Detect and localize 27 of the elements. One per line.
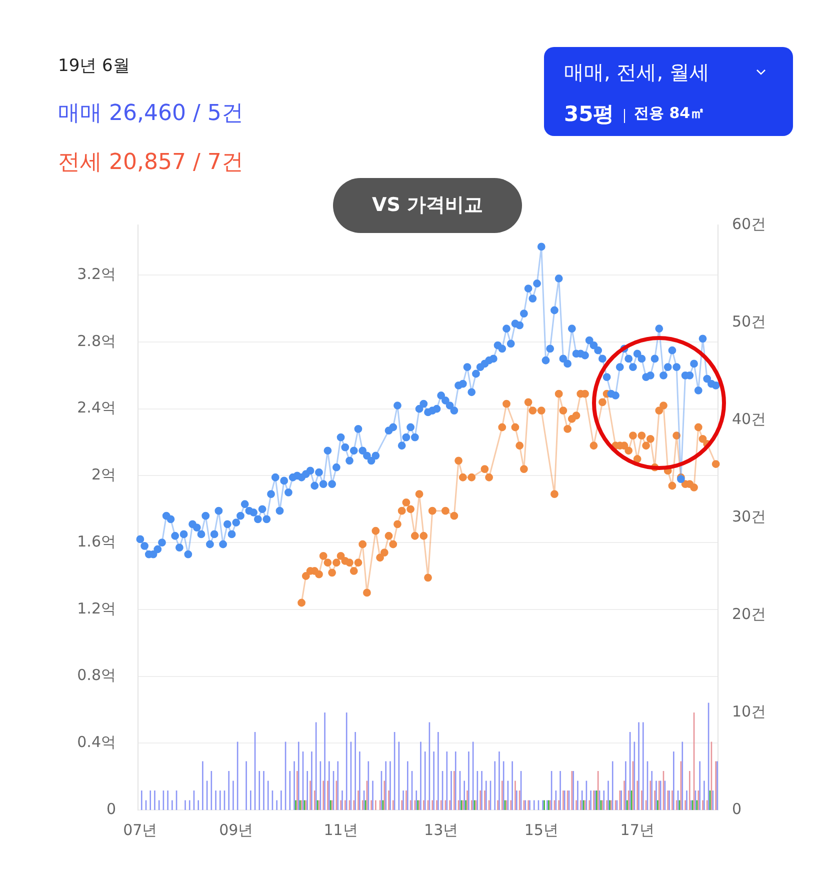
x-tick-label: 07년	[123, 820, 158, 839]
y-tick-label: 2.4억	[77, 398, 116, 417]
y2-tick-label: 20건	[732, 604, 766, 623]
y-tick-label: 2.8억	[77, 332, 116, 350]
dropdown-button[interactable]: 매매, 전세, 월세 35평 전용 84㎡	[544, 47, 793, 136]
text: 매매 26,460 / 5건	[58, 100, 244, 128]
y2-tick-label: 0	[732, 800, 742, 818]
y-tick-label: 1.6억	[77, 532, 116, 550]
y2-tick-label: 10건	[732, 702, 766, 720]
y2-tick-label: 40건	[732, 410, 766, 428]
y2-tick-label: 30건	[732, 507, 766, 526]
y-tick-label: 3.2억	[77, 265, 116, 284]
x-tick-label: 17년	[620, 820, 654, 839]
y-tick-label: 0.4억	[77, 733, 116, 752]
y2-tick-label: 50건	[732, 312, 766, 330]
y-tick-label: 0	[106, 800, 116, 818]
y-tick-label: 1.2억	[77, 599, 116, 618]
x-tick-label: 11년	[324, 820, 358, 839]
text: 전세 20,857 / 7건	[58, 149, 244, 177]
compare-button[interactable]: VS 가격비교	[333, 178, 522, 233]
x-tick-label: 09년	[219, 820, 254, 839]
y-tick-label: 2억	[91, 466, 116, 484]
x-tick-label: 13년	[424, 820, 458, 839]
x-tick-label: 15년	[524, 820, 558, 839]
y-tick-label: 0.8억	[77, 666, 116, 684]
y2-tick-label: 60건	[732, 214, 766, 233]
chart-title: 19년 6월	[58, 55, 130, 77]
